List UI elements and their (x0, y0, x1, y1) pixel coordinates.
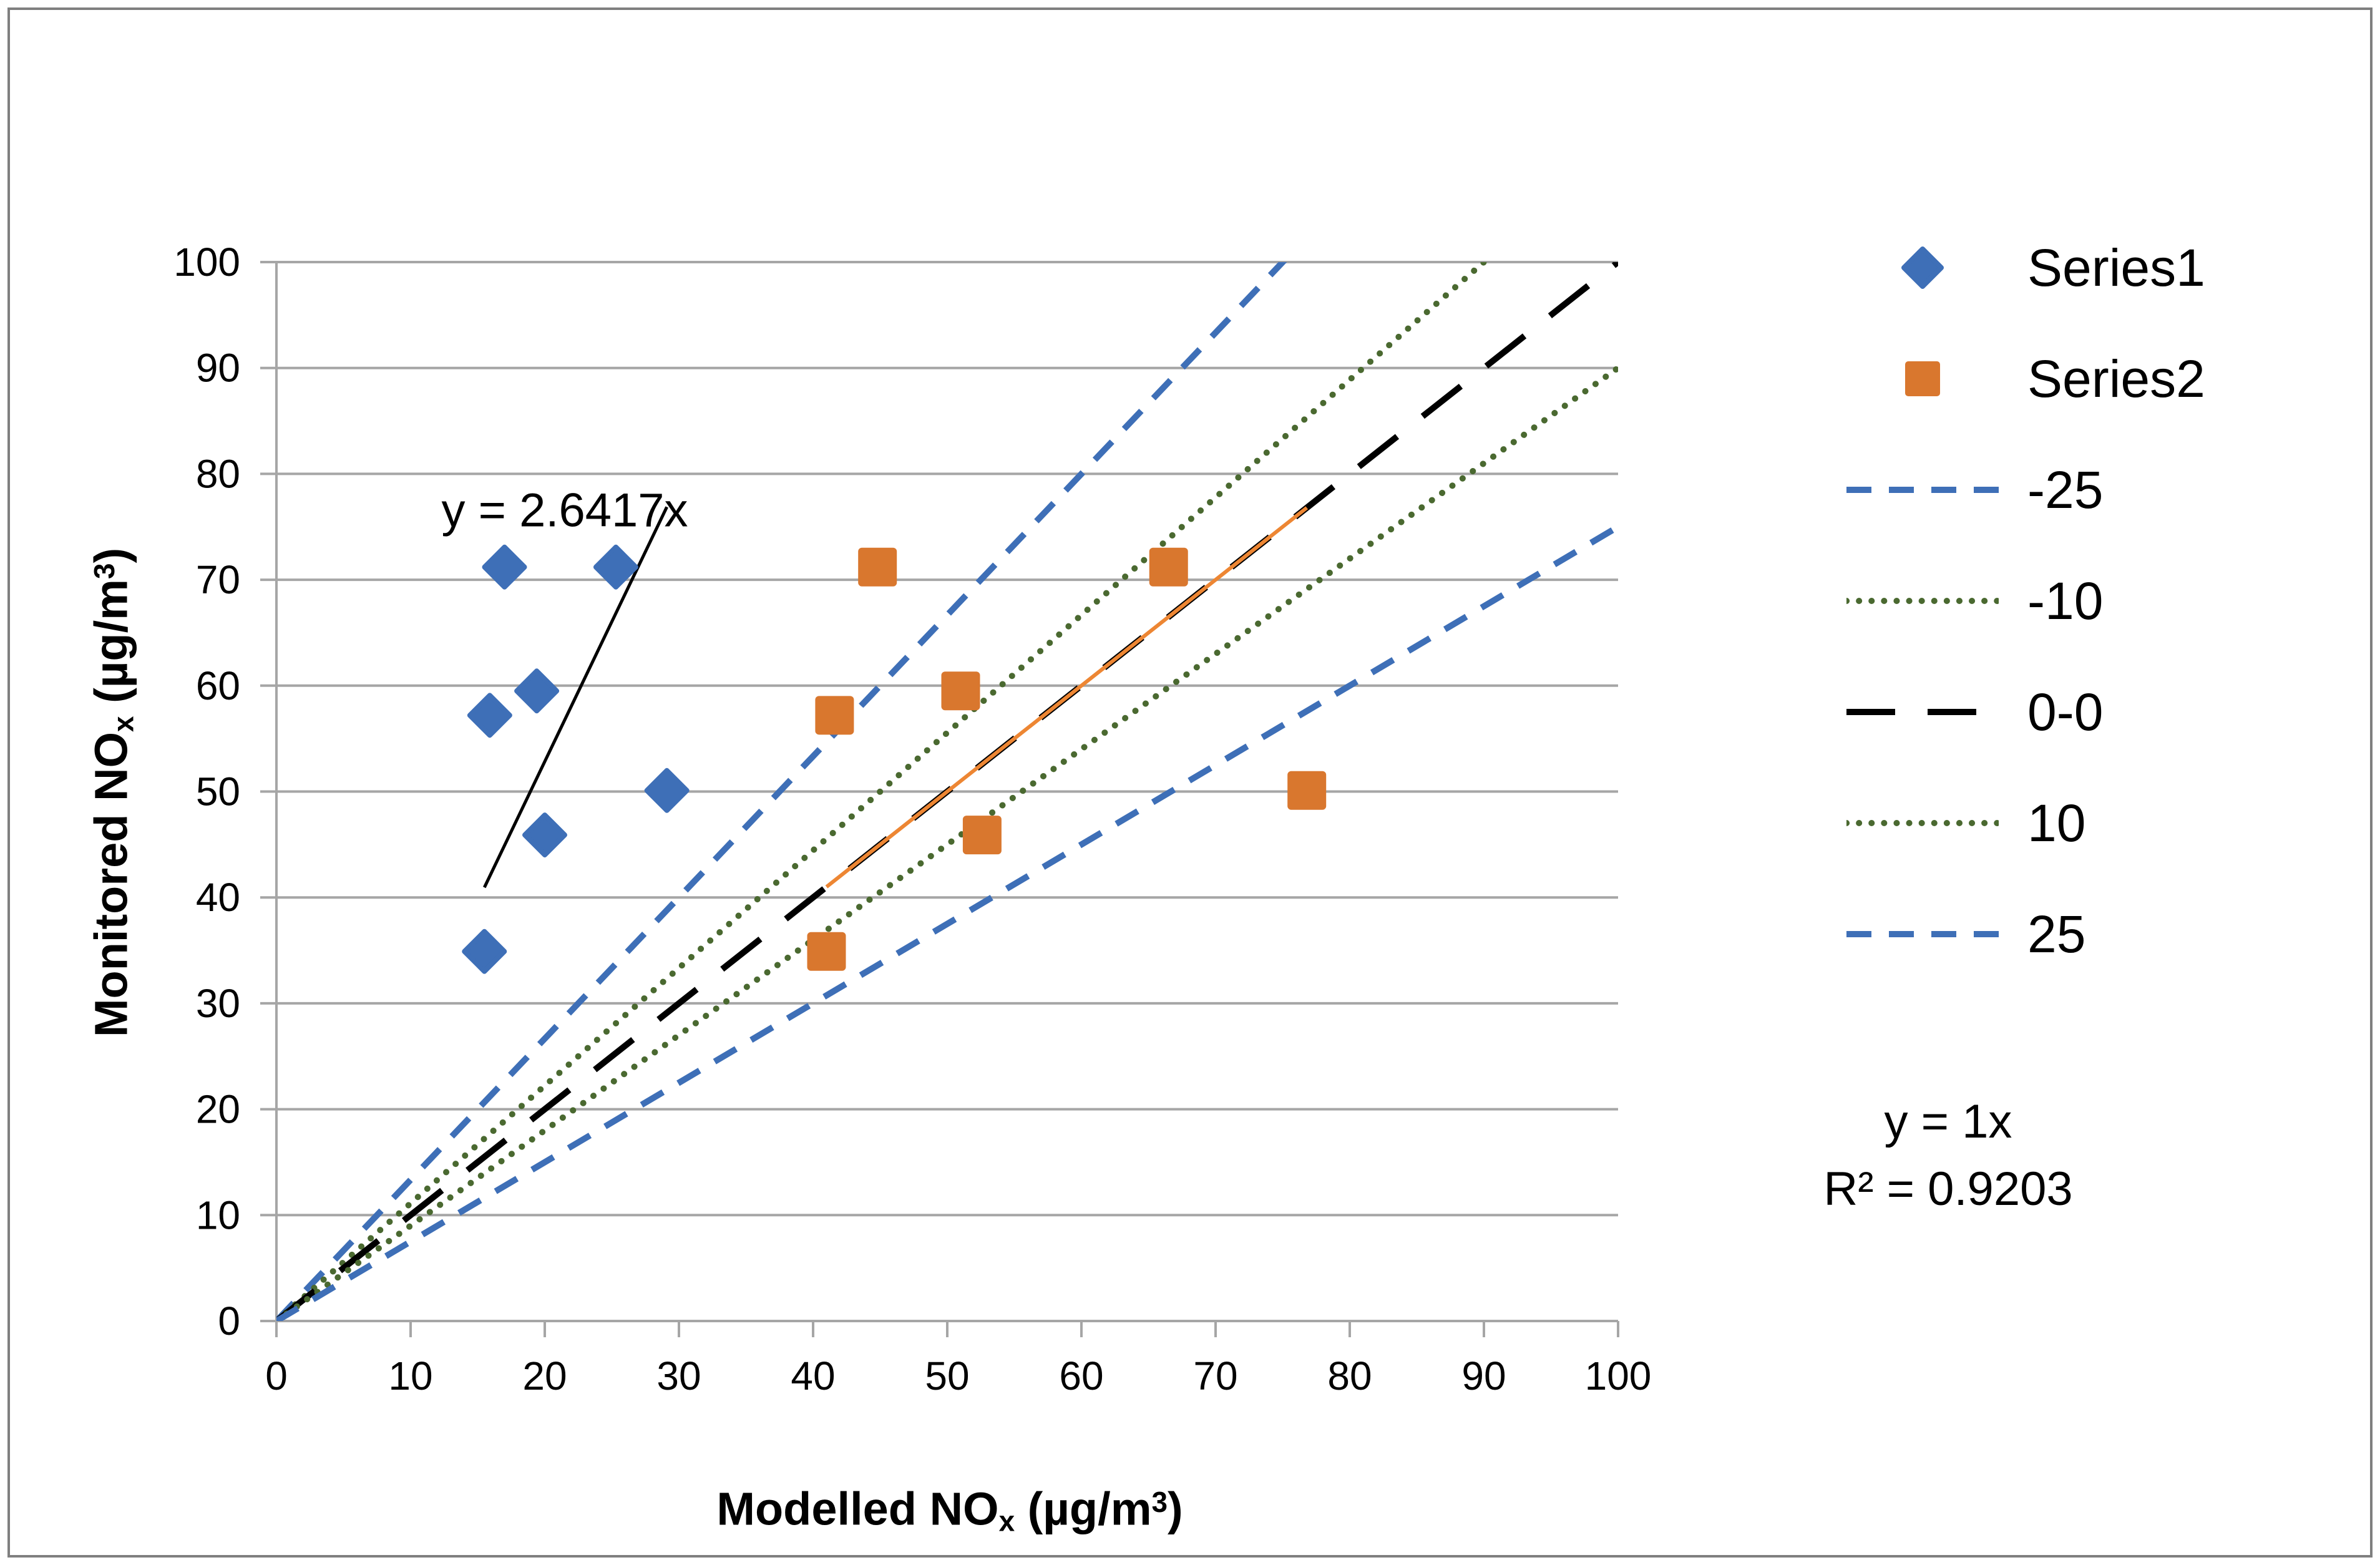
y-tick-label: 60 (196, 663, 240, 708)
y-tick-label: 50 (196, 769, 240, 814)
data-point-diamond[interactable] (593, 544, 638, 590)
dashed-line-swatch (1846, 931, 1999, 937)
legend-label: -10 (2027, 571, 2104, 630)
data-point-square[interactable] (815, 696, 854, 735)
legend-item-25[interactable]: 25 (1846, 879, 2205, 990)
series2-fit-annotation[interactable]: y = 1x R² = 0.9203 (1823, 1088, 2072, 1223)
data-point-diamond[interactable] (467, 693, 512, 738)
y-tick-label: 40 (196, 875, 240, 920)
x-axis-title[interactable]: Modelled NOx (µg/m3) (716, 1483, 1183, 1538)
legend-label: 10 (2027, 793, 2086, 852)
data-point-square[interactable] (1287, 771, 1327, 810)
series-series1[interactable] (462, 544, 690, 974)
y-tick-label: 80 (196, 451, 240, 496)
x-tick-label: 30 (656, 1353, 701, 1398)
data-point-diamond[interactable] (482, 544, 527, 590)
data-point-square[interactable] (1149, 547, 1188, 587)
x-title-close: ) (1168, 1483, 1183, 1535)
legend-item-10[interactable]: 10 (1846, 768, 2205, 879)
legend-item-series1[interactable]: Series1 (1846, 212, 2205, 323)
series1-diamond-swatch (1901, 246, 1944, 289)
data-point-square[interactable] (807, 932, 846, 971)
y-title-text: Monitored NO (85, 731, 137, 1038)
y-title-subscript: x (107, 716, 140, 732)
dotted-line-swatch (1846, 820, 1999, 826)
data-point-diamond[interactable] (462, 929, 507, 974)
trendlines (482, 506, 1309, 889)
ref-line--10[interactable] (276, 144, 1618, 1321)
data-point-diamond[interactable] (514, 668, 560, 714)
x-title-superscript: 3 (1151, 1486, 1168, 1519)
legend-item-minus10[interactable]: -10 (1846, 545, 2205, 656)
x-tick-label: 40 (791, 1353, 835, 1398)
series2-trendline[interactable] (825, 506, 1309, 889)
y-tick-label: 90 (196, 346, 240, 391)
series2-r-squared: R² = 0.9203 (1823, 1163, 2073, 1216)
series2-trendline-equation: y = 1x (1884, 1095, 2012, 1149)
dotted-line-swatch (1846, 598, 1999, 604)
series2-square-swatch (1905, 361, 1940, 396)
y-tick-label: 30 (196, 981, 240, 1026)
y-title-superscript: 3 (88, 563, 121, 580)
data-point-square[interactable] (858, 547, 897, 587)
x-tick-label: 80 (1327, 1353, 1372, 1398)
x-title-subscript: x (998, 1504, 1015, 1538)
y-title-unit: (µg/m (85, 579, 137, 716)
legend-label: 0-0 (2027, 682, 2104, 741)
dashed-line-swatch (1846, 487, 1999, 493)
data-point-diamond[interactable] (522, 812, 567, 858)
x-tick-label: 20 (522, 1353, 567, 1398)
data-point-diamond[interactable] (644, 768, 690, 813)
ref-line--25[interactable] (276, 0, 1618, 1321)
chart-outer-border (7, 7, 2373, 1558)
y-tick-label: 0 (218, 1299, 240, 1343)
legend-item-series2[interactable]: Series2 (1846, 323, 2205, 434)
y-title-close: ) (85, 547, 137, 563)
x-title-text: Modelled NO (716, 1483, 999, 1535)
ref-line-10[interactable] (276, 364, 1618, 1321)
y-axis[interactable]: 0 10 20 30 40 50 60 70 80 90 100 (173, 240, 278, 1343)
series1-trendline[interactable] (482, 506, 668, 889)
legend: Series1 Series2 -25 -10 0-0 10 25 (1846, 212, 2205, 990)
y-tick-label: 70 (196, 557, 240, 602)
data-point-square[interactable] (941, 671, 980, 711)
x-tick-label: 0 (265, 1353, 288, 1398)
legend-label: 25 (2027, 904, 2086, 963)
legend-item-0-0[interactable]: 0-0 (1846, 656, 2205, 768)
x-tick-label: 10 (388, 1353, 432, 1398)
x-tick-label: 90 (1461, 1353, 1506, 1398)
longdash-line-swatch (1846, 709, 1999, 715)
y-tick-label: 20 (196, 1087, 240, 1132)
legend-label: -25 (2027, 460, 2104, 519)
x-tick-label: 70 (1193, 1353, 1237, 1398)
y-tick-label: 100 (173, 240, 240, 285)
ref-line-25[interactable] (276, 524, 1618, 1321)
series-series2[interactable] (807, 547, 1327, 971)
series1-trendline-equation[interactable]: y = 2.6417x (441, 484, 688, 537)
x-title-unit: (µg/m (1015, 1483, 1152, 1535)
y-tick-label: 10 (196, 1192, 240, 1237)
data-point-square[interactable] (962, 816, 1002, 855)
reference-lines (276, 0, 1618, 1321)
legend-item-minus25[interactable]: -25 (1846, 434, 2205, 545)
legend-label: Series1 (2027, 238, 2205, 297)
legend-label: Series2 (2027, 349, 2205, 408)
y-axis-title[interactable]: Monitored NOx (µg/m3) (85, 548, 140, 1037)
x-axis[interactable]: 0 10 20 30 40 50 60 70 80 90 100 (265, 1320, 1652, 1398)
x-tick-label: 50 (925, 1353, 969, 1398)
x-tick-label: 100 (1585, 1353, 1652, 1398)
x-tick-label: 60 (1059, 1353, 1103, 1398)
